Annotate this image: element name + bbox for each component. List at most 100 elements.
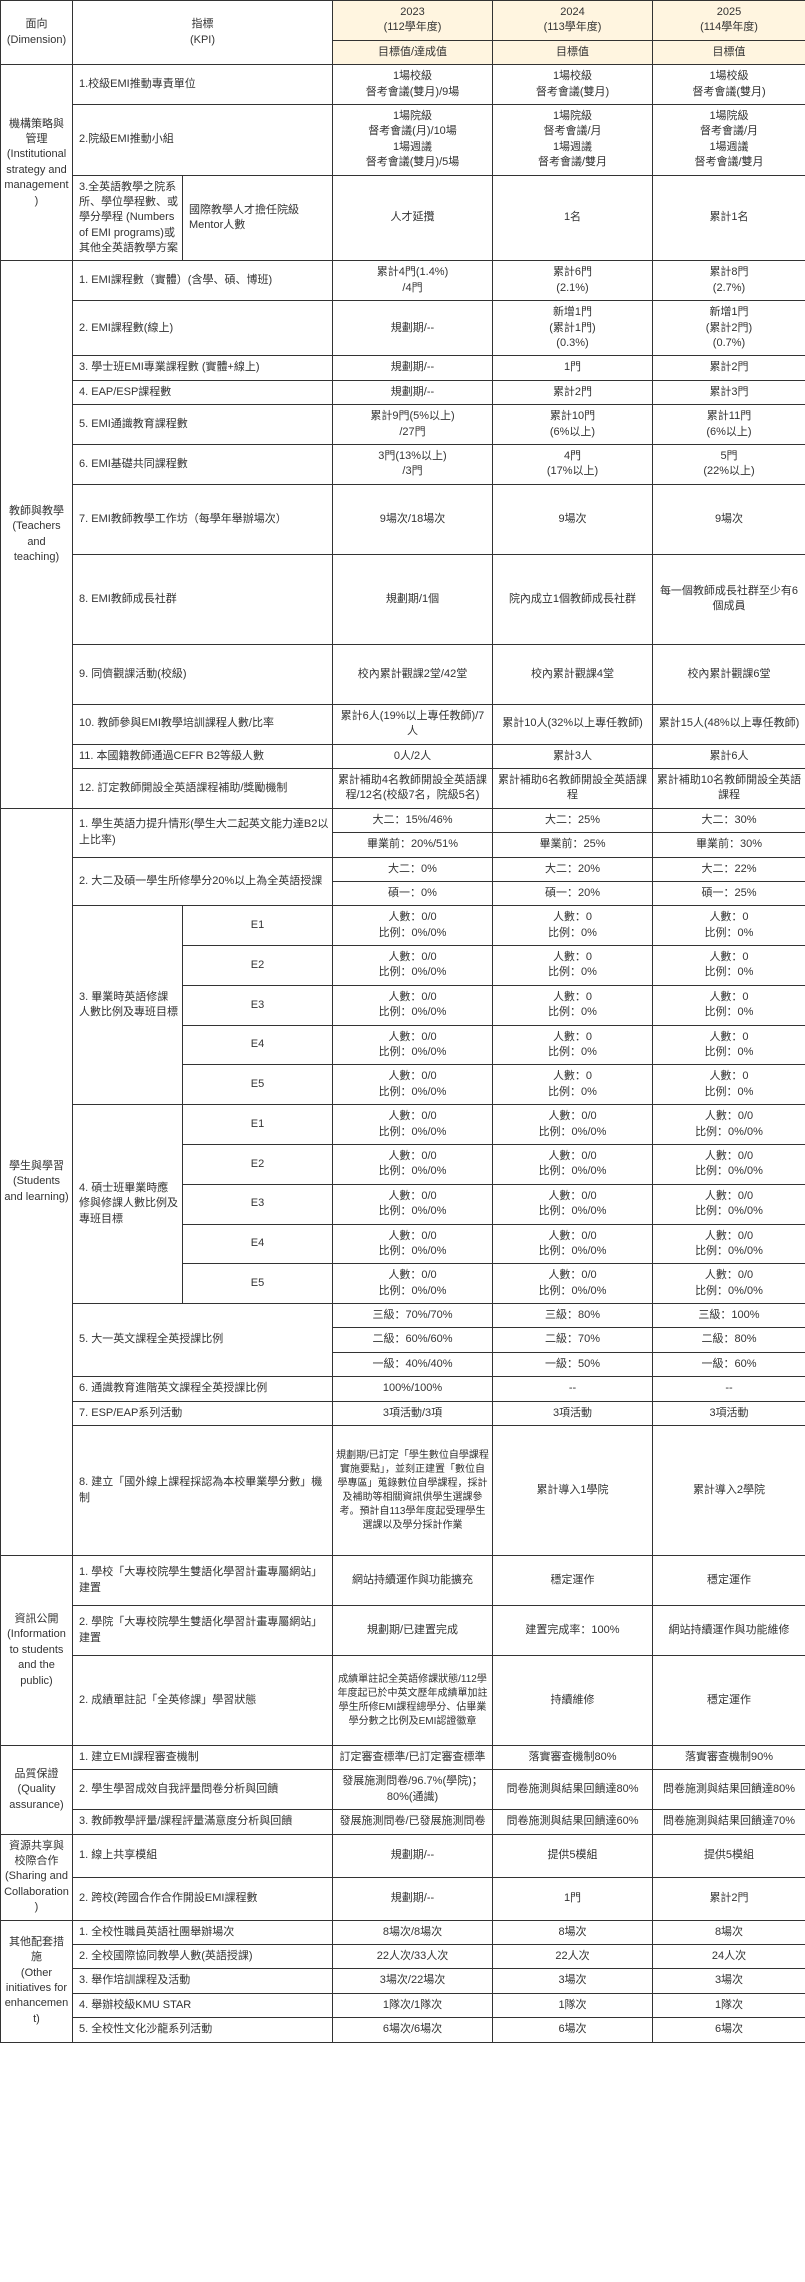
cell: 1隊次 [493, 1993, 653, 2017]
kpi-table: 面向 (Dimension) 指標 (KPI) 2023 (112學年度) 20… [0, 0, 805, 2043]
kpi: 2. 學院「大專校院學生雙語化學習計畫專屬網站」建置 [73, 1606, 333, 1656]
cell: 1場院級 督考會議(月)/10場 1場週議 督考會議(雙月)/5場 [333, 104, 493, 175]
kpi: 1. 學校「大專校院學生雙語化學習計畫專屬網站」建置 [73, 1556, 333, 1606]
cell: 人數：0 比例：0% [653, 1065, 805, 1105]
cell: 3場次/22場次 [333, 1969, 493, 1993]
cell: E1 [183, 906, 333, 946]
cell: 人數：0/0 比例：0%/0% [333, 946, 493, 986]
cell: 發展施測問卷/已發展施測問卷 [333, 1810, 493, 1834]
kpi: 3. 舉作培訓課程及活動 [73, 1969, 333, 1993]
cell: 人數：0/0 比例：0%/0% [493, 1224, 653, 1264]
cell: 規劃期/已訂定「學生數位自學課程實施要點」，並刻正建置「數位自學專區」蒐錄數位自… [333, 1426, 493, 1556]
cell: 3場次 [493, 1969, 653, 1993]
kpi: 9. 同儕觀課活動(校級) [73, 644, 333, 704]
cell: 0人/2人 [333, 744, 493, 768]
dim1-title: 機構策略與管理 (Institutional strategy and mana… [1, 65, 73, 261]
cell: 人數：0 比例：0% [493, 906, 653, 946]
cell: 新增1門 (累計2門) (0.7%) [653, 301, 805, 356]
cell: 人數：0 比例：0% [653, 906, 805, 946]
cell: 人數：0/0 比例：0%/0% [653, 1224, 805, 1264]
cell: 訂定審查標準/已訂定審查標準 [333, 1746, 493, 1770]
dim2-title: 教師與教學 (Teachers and teaching) [1, 261, 73, 808]
cell: 大二：0% [333, 857, 493, 881]
cell: E2 [183, 946, 333, 986]
cell: 提供5模組 [653, 1834, 805, 1877]
dim6-title: 資源共享與校際合作 (Sharing and Collaboration) [1, 1834, 73, 1920]
dim4-title: 資訊公開 (Information to students and the pu… [1, 1556, 73, 1746]
cell: 22人次/33人次 [333, 1944, 493, 1968]
cell: 1場校級 督考會議(雙月) [493, 65, 653, 105]
cell: 3項活動 [493, 1401, 653, 1425]
cell: 新增1門 (累計1門) (0.3%) [493, 301, 653, 356]
cell: E3 [183, 985, 333, 1025]
kpi: 10. 教師參與EMI教學培訓課程人數/比率 [73, 704, 333, 744]
cell: 校內累計觀課4堂 [493, 644, 653, 704]
cell: 1隊次 [653, 1993, 805, 2017]
cell: 8場次 [653, 1920, 805, 1944]
cell: 規劃期/1個 [333, 554, 493, 644]
cell: 累計4門(1.4%) /4門 [333, 261, 493, 301]
cell: 累計2門 [653, 356, 805, 380]
cell: 校內累計觀課6堂 [653, 644, 805, 704]
cell: E5 [183, 1065, 333, 1105]
cell: 累計1名 [653, 175, 805, 261]
cell: E3 [183, 1184, 333, 1224]
cell: 人數：0/0 比例：0%/0% [333, 1105, 493, 1145]
kpi: 6. 通識教育進階英文課程全英授課比例 [73, 1377, 333, 1401]
cell: 大二：22% [653, 857, 805, 881]
cell: 畢業前：20%/51% [333, 833, 493, 857]
cell: 落實審查機制80% [493, 1746, 653, 1770]
col-2024: 2024 (113學年度) [493, 1, 653, 41]
cell: 人數：0/0 比例：0%/0% [653, 1144, 805, 1184]
cell: 9場次 [493, 484, 653, 554]
cell: E2 [183, 1144, 333, 1184]
cell: 院內成立1個教師成長社群 [493, 554, 653, 644]
cell: 問卷施測與結果回饋達80% [493, 1770, 653, 1810]
sub-2024: 目標值 [493, 40, 653, 64]
cell: 一級：60% [653, 1352, 805, 1376]
cell: 一級：40%/40% [333, 1352, 493, 1376]
cell: 穩定運作 [653, 1656, 805, 1746]
cell: 碩一：0% [333, 881, 493, 905]
kpi: 4. 舉辦校級KMU STAR [73, 1993, 333, 2017]
kpi: 2. 成績單註記「全英修課」學習狀態 [73, 1656, 333, 1746]
cell: 1場校級 督考會議(雙月)/9場 [333, 65, 493, 105]
cell: 3項活動/3項 [333, 1401, 493, 1425]
cell: 1場院級 督考會議/月 1場週議 督考會議/雙月 [493, 104, 653, 175]
cell: 人數：0/0 比例：0%/0% [493, 1264, 653, 1304]
cell: 人數：0/0 比例：0%/0% [653, 1105, 805, 1145]
cell: 問卷施測與結果回饋達80% [653, 1770, 805, 1810]
kpi: 3. 教師教學評量/課程評量滿意度分析與回饋 [73, 1810, 333, 1834]
cell: 1隊次/1隊次 [333, 1993, 493, 2017]
cell: 規劃期/-- [333, 380, 493, 404]
cell: 規劃期/-- [333, 356, 493, 380]
cell: E4 [183, 1025, 333, 1065]
cell: 持續維修 [493, 1656, 653, 1746]
cell: 3項活動 [653, 1401, 805, 1425]
dim2-r1-k: 1. EMI課程數（實體）(含學、碩、博班) [73, 261, 333, 301]
cell: 1名 [493, 175, 653, 261]
cell: 累計6人(19%以上專任教師)/7人 [333, 704, 493, 744]
cell: 5門 (22%以上) [653, 444, 805, 484]
cell: 每一個教師成長社群至少有6個成員 [653, 554, 805, 644]
kpi: 8. 建立「國外線上課程採認為本校畢業學分數」機制 [73, 1426, 333, 1556]
cell: 網站持續運作與功能維修 [653, 1606, 805, 1656]
cell: 1場院級 督考會議/月 1場週議 督考會議/雙月 [653, 104, 805, 175]
cell: -- [493, 1377, 653, 1401]
cell: 畢業前：25% [493, 833, 653, 857]
cell: 人數：0 比例：0% [493, 985, 653, 1025]
cell: 規劃期/已建置完成 [333, 1606, 493, 1656]
cell: 人數：0 比例：0% [653, 985, 805, 1025]
kpi: 6. EMI基礎共同課程數 [73, 444, 333, 484]
cell: 累計10人(32%以上專任教師) [493, 704, 653, 744]
cell: 6場次 [493, 2018, 653, 2042]
cell: 規劃期/-- [333, 1877, 493, 1920]
cell: 大二：30% [653, 808, 805, 832]
cell: 三級：70%/70% [333, 1304, 493, 1328]
cell: 3門(13%以上) /3門 [333, 444, 493, 484]
dim1-r2-k: 2.院級EMI推動小組 [73, 104, 333, 175]
kpi: 3. 學士班EMI專業課程數 (實體+線上) [73, 356, 333, 380]
cell: 累計導入2學院 [653, 1426, 805, 1556]
cell: 人數：0/0 比例：0%/0% [493, 1184, 653, 1224]
cell: 提供5模組 [493, 1834, 653, 1877]
